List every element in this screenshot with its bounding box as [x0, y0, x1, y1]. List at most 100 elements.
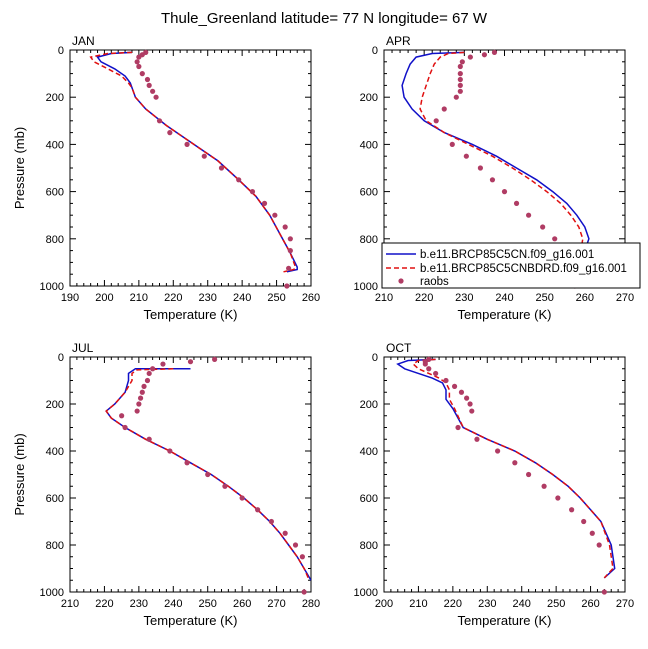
- y-tick-label: 400: [46, 139, 64, 151]
- raobs-point: [513, 200, 520, 206]
- y-tick-label: 800: [360, 540, 378, 552]
- panel-label-jul: JUL: [72, 341, 94, 355]
- y-tick-label: 1000: [354, 587, 378, 599]
- raobs-point: [540, 224, 546, 230]
- raobs-point: [467, 401, 473, 407]
- raobs-point: [261, 200, 268, 206]
- raobs-point: [552, 236, 558, 242]
- x-tick-label: 270: [616, 292, 634, 304]
- x-tick-label: 220: [164, 292, 182, 304]
- x-tick-label: 250: [267, 292, 285, 304]
- x-tick-label: 240: [164, 598, 182, 610]
- raobs-point: [146, 82, 152, 88]
- raobs-point: [184, 460, 190, 466]
- raobs-point: [426, 366, 432, 372]
- x-tick-label: 200: [95, 292, 113, 304]
- raobs-point: [443, 377, 449, 384]
- x-axis-label: Temperature (K): [144, 307, 238, 322]
- raobs-point: [184, 141, 190, 147]
- x-tick-label: 220: [95, 598, 113, 610]
- raobs-point: [160, 361, 166, 367]
- panel-oct: OCT 200 210 220 230 240 250 260 270 0 200 400 600 800…: [354, 341, 635, 628]
- raobs-point: [451, 383, 458, 389]
- raobs-point: [218, 165, 225, 171]
- raobs-point: [146, 370, 152, 377]
- raobs-point: [581, 518, 587, 525]
- y-tick-label: 0: [372, 45, 378, 57]
- y-tick-label: 600: [46, 493, 64, 505]
- panel-apr: APR 210 220 230 240 250 260 270 0 200 400 600 800 100…: [354, 34, 635, 322]
- x-tick-label: 210: [375, 292, 393, 304]
- raobs-point: [239, 495, 245, 501]
- x-tick-label: 230: [199, 292, 217, 304]
- raobs-point: [122, 424, 128, 431]
- raobs-point: [481, 52, 488, 58]
- raobs-point: [141, 383, 147, 389]
- figure-title: Thule_Greenland latitude= 77 N longitude…: [161, 10, 488, 27]
- y-tick-label: 1000: [40, 281, 64, 293]
- legend: b.e11.BRCP85C5CN.f09_g16.001 b.e11.BRCP8…: [381, 242, 641, 289]
- raobs-point: [167, 130, 173, 136]
- raobs-point: [272, 212, 278, 218]
- x-tick-label: 280: [302, 598, 320, 610]
- y-tick-label: 200: [46, 92, 64, 104]
- panel-label-jan: JAN: [72, 34, 95, 48]
- raobs-point: [268, 518, 275, 525]
- raobs-point: [150, 366, 156, 372]
- x-tick-label: 190: [61, 292, 79, 304]
- x-tick-label: 210: [409, 598, 427, 610]
- x-tick-label: 250: [547, 598, 565, 610]
- legend-label-model2: b.e11.BRCP85C5CNBDRD.f09_g16.001: [420, 263, 627, 275]
- raobs-point: [495, 448, 501, 454]
- y-axis-label: Pressure (mb): [12, 433, 27, 515]
- raobs-point: [301, 589, 307, 595]
- raobs-point: [249, 189, 256, 195]
- x-tick-label: 250: [535, 292, 553, 304]
- series-raobs-jan: [134, 49, 293, 289]
- y-tick-label: 400: [360, 446, 378, 458]
- raobs-point: [146, 436, 152, 442]
- raobs-point: [491, 49, 498, 55]
- y-tick-label: 400: [46, 446, 64, 458]
- raobs-point: [589, 530, 595, 536]
- raobs-point: [541, 483, 547, 489]
- raobs-point: [144, 76, 151, 83]
- x-tick-label: 200: [375, 598, 393, 610]
- y-tick-label: 200: [360, 92, 378, 104]
- raobs-point: [205, 471, 211, 478]
- series-raobs-oct: [422, 356, 607, 595]
- raobs-point: [153, 94, 159, 100]
- panel-frame-oct: [383, 356, 626, 593]
- raobs-point: [167, 448, 173, 454]
- y-tick-label: 600: [46, 187, 64, 199]
- raobs-point: [569, 507, 575, 513]
- raobs-point: [287, 248, 293, 254]
- raobs-point: [119, 413, 125, 419]
- series-cn-line-jan: [96, 51, 298, 273]
- series-raobs-jul: [119, 356, 307, 595]
- raobs-point: [136, 63, 142, 70]
- panel-frame-jan: [69, 49, 312, 287]
- raobs-point: [422, 361, 428, 367]
- raobs-point: [212, 356, 218, 362]
- y-tick-label: 1000: [354, 281, 378, 293]
- raobs-point: [137, 395, 144, 401]
- raobs-point: [134, 59, 140, 65]
- raobs-point: [601, 589, 607, 595]
- x-tick-label: 210: [130, 292, 148, 304]
- raobs-point: [526, 212, 532, 218]
- series-bdrd-line-jul: [105, 368, 310, 581]
- raobs-point: [477, 165, 483, 171]
- x-tick-label: 270: [267, 598, 285, 610]
- raobs-point: [292, 542, 299, 548]
- raobs-point: [201, 153, 207, 159]
- y-tick-label: 0: [58, 352, 64, 364]
- y-tick-label: 400: [360, 139, 378, 151]
- raobs-point: [139, 71, 145, 77]
- x-axis-label: Temperature (K): [458, 307, 552, 322]
- y-tick-label: 0: [58, 45, 64, 57]
- panel-label-oct: OCT: [386, 341, 412, 355]
- series-bdrd-line-apr: [419, 51, 584, 251]
- panel-jan: JAN 190 200 210 220 230 240 250 260 0 200 400 600 800…: [12, 34, 320, 322]
- x-axis-label: Temperature (K): [144, 613, 238, 628]
